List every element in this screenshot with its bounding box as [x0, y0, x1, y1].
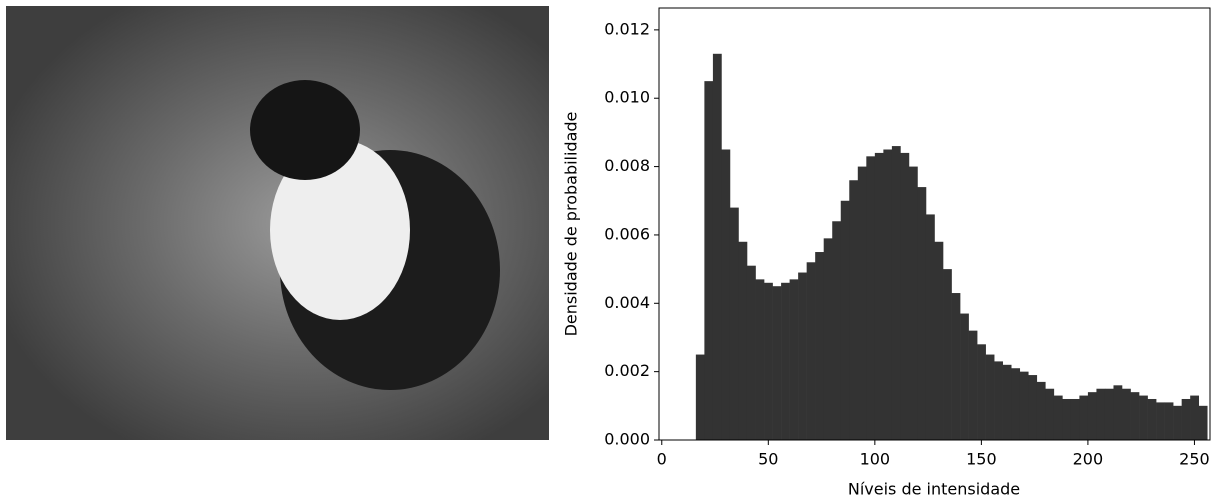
- y-tick-label: 0.008: [604, 156, 650, 175]
- bar: [1147, 398, 1157, 440]
- bar: [866, 156, 876, 441]
- bar: [994, 361, 1003, 440]
- bar: [1139, 395, 1148, 440]
- bar: [1019, 371, 1029, 440]
- bar: [1198, 405, 1208, 440]
- bar: [968, 330, 978, 440]
- bar: [806, 262, 816, 440]
- bar: [1070, 398, 1080, 440]
- bar: [985, 354, 995, 440]
- bar: [1053, 395, 1063, 440]
- bar: [1002, 364, 1012, 440]
- bar: [951, 293, 961, 440]
- y-tick-label: 0.000: [604, 430, 650, 449]
- bar: [712, 53, 722, 440]
- bar: [1096, 388, 1106, 440]
- x-tick-label: 150: [966, 450, 997, 469]
- y-tick-label: 0.012: [604, 19, 650, 38]
- y-tick-label: 0.002: [604, 361, 650, 380]
- bar: [704, 81, 714, 440]
- bar: [1087, 392, 1097, 440]
- bar: [1011, 368, 1021, 440]
- bar: [1122, 388, 1131, 440]
- bar: [1104, 388, 1114, 440]
- bar: [874, 152, 884, 441]
- bar: [1113, 385, 1123, 440]
- bar: [960, 313, 969, 440]
- bar: [857, 166, 867, 440]
- bar: [849, 180, 859, 440]
- bar: [815, 252, 825, 440]
- bar: [738, 241, 748, 440]
- y-tick-label: 0.010: [604, 88, 650, 107]
- bar: [781, 282, 790, 440]
- bar: [1190, 395, 1200, 440]
- bar: [900, 152, 910, 441]
- bar: [1156, 402, 1165, 440]
- bar: [764, 282, 773, 440]
- cat-head: [250, 80, 360, 180]
- x-axis-label: Níveis de intensidade: [848, 480, 1020, 499]
- bar: [1036, 381, 1046, 440]
- bar: [977, 344, 986, 440]
- bar: [1045, 388, 1055, 440]
- bar: [832, 221, 842, 440]
- bar: [917, 187, 927, 440]
- bar: [798, 272, 807, 440]
- bar: [840, 200, 850, 440]
- bar: [1130, 392, 1140, 440]
- bar: [883, 149, 893, 441]
- bar: [695, 354, 705, 440]
- bar: [1028, 375, 1038, 440]
- bar: [1079, 395, 1089, 440]
- bar: [925, 214, 935, 440]
- x-tick-label: 0: [657, 450, 667, 469]
- plot-frame: [658, 7, 1211, 441]
- bar: [1062, 398, 1072, 440]
- bar: [772, 286, 782, 440]
- y-axis-label: Densidade de probabilidade: [562, 112, 581, 337]
- bar: [721, 149, 731, 441]
- x-tick-label: 50: [758, 450, 778, 469]
- x-tick-label: 250: [1179, 450, 1210, 469]
- bar: [729, 207, 739, 440]
- x-tick-label: 200: [1073, 450, 1104, 469]
- bar: [746, 265, 756, 440]
- cat-chest: [270, 140, 410, 320]
- bar: [1181, 398, 1191, 440]
- bar: [1164, 402, 1174, 440]
- bar: [1173, 405, 1182, 440]
- bar: [755, 279, 765, 440]
- bar: [943, 269, 952, 440]
- bar: [789, 279, 799, 440]
- bar: [823, 238, 833, 440]
- bar: [908, 166, 918, 440]
- y-tick-label: 0.006: [604, 224, 650, 243]
- bar: [891, 146, 901, 441]
- x-tick-label: 100: [860, 450, 891, 469]
- y-tick-label: 0.004: [604, 293, 650, 312]
- photo: [6, 6, 549, 440]
- bar: [934, 241, 944, 440]
